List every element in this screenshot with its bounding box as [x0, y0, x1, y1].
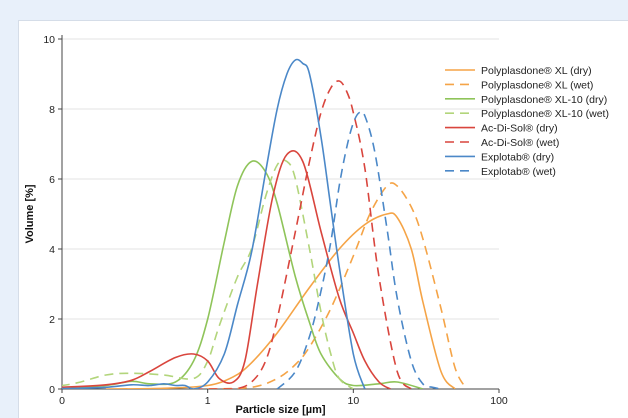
y-tick-label: 2	[49, 314, 55, 326]
legend-label: Ac-Di-Sol® (wet)	[481, 137, 559, 149]
legend-label: Polyplasdone® XL (dry)	[481, 65, 592, 77]
series-line-ac-di-sol-wet	[193, 80, 412, 389]
legend-label: Polyplasdone® XL-10 (dry)	[481, 94, 607, 106]
y-tick-label: 10	[43, 34, 55, 46]
legend-label: Polyplasdone® XL (wet)	[481, 79, 593, 91]
x-tick-label: 100	[490, 395, 508, 407]
series-line-polyplasdone-xl-10-dry	[62, 160, 424, 389]
x-tick-label: 10	[347, 395, 359, 407]
x-tick-label: 0	[59, 395, 65, 407]
series-line-explotab-dry	[62, 58, 366, 389]
y-tick-label: 8	[49, 104, 55, 116]
y-tick-label: 0	[49, 384, 55, 396]
x-tick-label: 1	[205, 395, 211, 407]
x-ticks: 0 1 10 100	[59, 389, 508, 407]
legend-label: Polyplasdone® XL-10 (wet)	[481, 108, 609, 120]
y-tick-label: 6	[49, 174, 55, 186]
legend-label: Explotab® (dry)	[481, 151, 554, 163]
y-axis-title: Volume [%]	[24, 184, 36, 243]
legend-label: Ac-Di-Sol® (dry)	[481, 123, 558, 135]
series-line-polyplasdone-xl-dry	[105, 212, 456, 389]
series-line-explotab-wet	[276, 110, 442, 389]
series-line-polyplasdone-xl-wet	[207, 182, 468, 389]
y-tick-label: 4	[49, 244, 55, 256]
legend-label: Explotab® (wet)	[481, 166, 556, 178]
axes	[61, 35, 499, 390]
legend: Polyplasdone® XL (dry) Polyplasdone® XL (…	[445, 65, 609, 178]
x-axis-title: Particle size [µm]	[235, 404, 325, 416]
y-ticks: 0 2 4 6 8 10	[43, 34, 62, 396]
chart-panel: 0 1 10 100 0 2 4 6 8 10 Polyplasdone® XL (dry) Po…	[18, 20, 628, 418]
series-line-ac-di-sol-dry	[62, 149, 391, 389]
series-lines	[62, 58, 468, 389]
